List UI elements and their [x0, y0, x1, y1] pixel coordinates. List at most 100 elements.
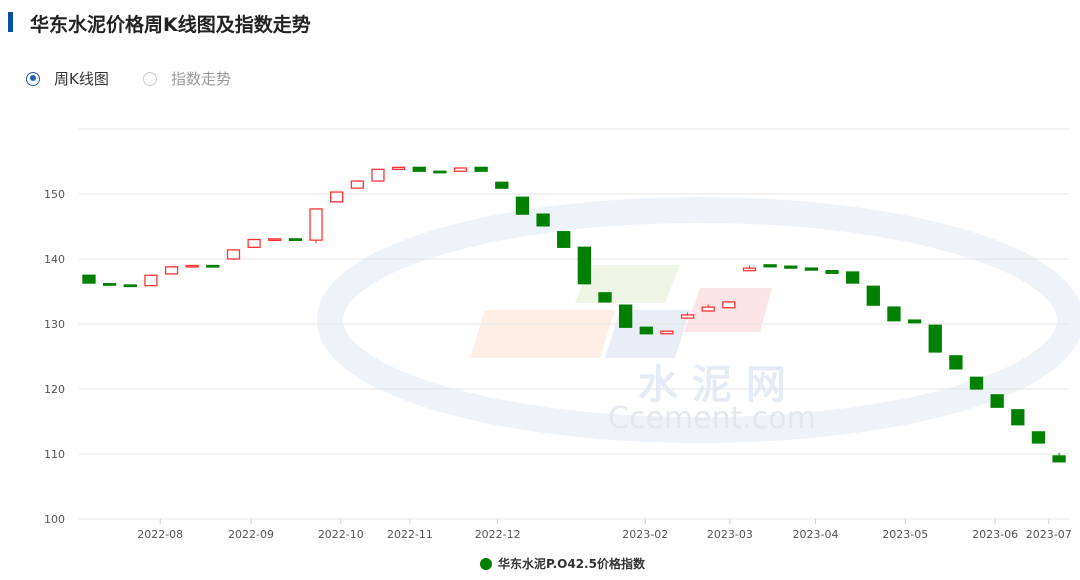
candle[interactable] — [598, 292, 612, 303]
candle-body — [784, 265, 798, 269]
candle[interactable] — [949, 355, 963, 370]
candle[interactable] — [1011, 409, 1025, 426]
candle-body — [309, 208, 323, 241]
candle-body — [1011, 409, 1025, 426]
candle[interactable] — [887, 306, 901, 322]
tab-index-trend[interactable]: 指数走势 — [143, 68, 231, 89]
x-tick-label: 2022-08 — [137, 528, 183, 541]
x-tick-label: 2022-12 — [475, 528, 521, 541]
candle[interactable] — [495, 181, 509, 189]
candle[interactable] — [825, 270, 839, 274]
watermark-cn: 水 泥 网 — [638, 362, 786, 408]
candle-body — [288, 238, 303, 242]
candle-body — [660, 330, 674, 335]
candle[interactable] — [536, 213, 550, 227]
legend-label: 华东水泥P.O42.5价格指数 — [498, 557, 645, 571]
candle-body — [763, 264, 777, 268]
candle[interactable] — [701, 304, 715, 312]
radio-selected-icon — [26, 71, 40, 86]
candle-body — [164, 266, 179, 275]
candle[interactable] — [1052, 452, 1066, 463]
candle[interactable] — [639, 326, 653, 335]
candle[interactable] — [990, 394, 1004, 408]
candle[interactable] — [102, 283, 117, 286]
candle[interactable] — [742, 265, 757, 272]
candle-body — [268, 238, 282, 242]
candle-body — [804, 267, 819, 271]
candle-body — [515, 196, 530, 215]
candle-body — [433, 170, 447, 174]
candle[interactable] — [144, 274, 158, 287]
tab-weekly-kline[interactable]: 周K线图 — [26, 68, 109, 89]
candle-body — [887, 306, 901, 322]
candle[interactable] — [268, 238, 282, 242]
candle-body — [371, 168, 385, 182]
candle[interactable] — [680, 312, 695, 319]
candle[interactable] — [515, 196, 530, 215]
legend[interactable]: 华东水泥P.O42.5价格指数 — [480, 555, 645, 572]
candle[interactable] — [288, 238, 303, 242]
candle[interactable] — [474, 166, 488, 172]
candle[interactable] — [371, 168, 385, 182]
candle[interactable] — [206, 264, 220, 268]
candle[interactable] — [722, 301, 736, 309]
candle[interactable] — [164, 266, 179, 275]
candle-body — [453, 167, 468, 172]
tab-label: 周K线图 — [54, 70, 109, 88]
candle[interactable] — [763, 264, 777, 268]
candle-body — [226, 249, 241, 260]
candle[interactable] — [330, 191, 344, 203]
candle-body — [557, 231, 571, 248]
candle-body — [247, 238, 261, 248]
x-tick-label: 2022-10 — [318, 528, 364, 541]
candle-body — [825, 270, 839, 274]
candle-body — [990, 394, 1004, 408]
candle[interactable] — [247, 238, 261, 248]
candle[interactable] — [846, 271, 860, 284]
candle-body — [598, 292, 612, 303]
candle[interactable] — [969, 376, 984, 390]
candle-body — [1031, 431, 1046, 444]
candle-body — [680, 314, 695, 319]
candle-body — [82, 274, 96, 284]
candle[interactable] — [557, 231, 571, 248]
candle[interactable] — [123, 284, 137, 288]
x-tick-label: 2023-02 — [622, 528, 668, 541]
candle[interactable] — [185, 264, 199, 268]
candle-body — [618, 304, 633, 328]
candle[interactable] — [391, 166, 406, 170]
candle[interactable] — [226, 249, 241, 260]
candle[interactable] — [928, 324, 942, 353]
candle[interactable] — [1031, 431, 1046, 444]
y-tick-label: 120 — [44, 383, 65, 396]
candle[interactable] — [350, 180, 364, 189]
x-tick-label: 2022-11 — [387, 528, 433, 541]
candle[interactable] — [433, 170, 447, 174]
candle-body — [144, 274, 158, 287]
legend-swatch — [480, 557, 492, 570]
tab-label: 指数走势 — [171, 70, 232, 88]
candle-body — [846, 271, 860, 284]
candle[interactable] — [784, 265, 798, 269]
y-tick-label: 110 — [44, 448, 65, 461]
radio-unselected-icon — [143, 71, 157, 86]
candle[interactable] — [577, 246, 592, 285]
candle[interactable] — [82, 274, 96, 284]
y-tick-label: 130 — [44, 318, 65, 331]
candle[interactable] — [866, 285, 880, 306]
candle[interactable] — [309, 208, 323, 244]
candle-body — [185, 264, 199, 268]
x-tick-label: 2023-03 — [707, 528, 753, 541]
candle[interactable] — [412, 166, 426, 172]
page-title: 华东水泥价格周K线图及指数走势 — [30, 14, 311, 36]
candle[interactable] — [907, 319, 922, 324]
candle[interactable] — [618, 304, 633, 328]
x-tick-label: 2022-09 — [228, 528, 274, 541]
candle-body — [412, 166, 426, 172]
candle[interactable] — [804, 267, 819, 271]
candle-body — [866, 285, 880, 306]
candle[interactable] — [660, 330, 674, 335]
candle-body — [495, 181, 509, 189]
candle[interactable] — [453, 167, 468, 172]
x-tick-label: 2023-04 — [793, 528, 839, 541]
